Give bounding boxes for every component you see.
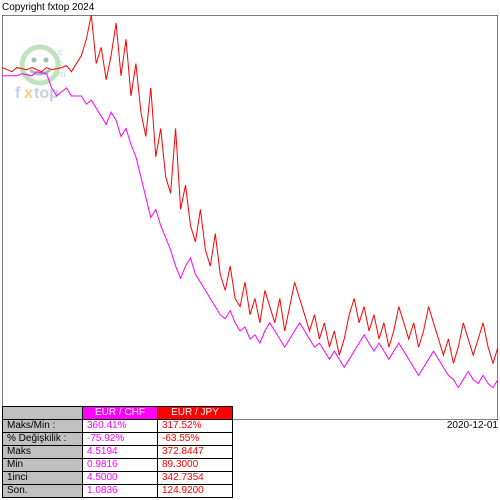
table-header-row: EUR / CHF EUR / JPY xyxy=(3,407,233,420)
row-value-a: 360.41% xyxy=(83,420,158,433)
row-value-b: -63.55% xyxy=(158,433,233,446)
series-line xyxy=(2,72,498,388)
row-label: % Değişkilik : xyxy=(3,433,83,446)
row-value-a: -75.92% xyxy=(83,433,158,446)
row-value-b: 89.3000 xyxy=(158,459,233,472)
chart-area xyxy=(2,15,498,420)
row-label: Min xyxy=(3,459,83,472)
row-value-b: 317.52% xyxy=(158,420,233,433)
row-label: 1inci xyxy=(3,472,83,485)
date-end: 2020-12-01 xyxy=(447,420,498,431)
row-label: Son. xyxy=(3,485,83,498)
row-label: Maks/Min : xyxy=(3,420,83,433)
copyright-text: Copyright fxtop 2024 xyxy=(2,2,94,13)
table-row: 1inci4.5000342.7354 xyxy=(3,472,233,485)
table-row: Maks4.5194372.8447 xyxy=(3,446,233,459)
row-value-b: 342.7354 xyxy=(158,472,233,485)
header-empty xyxy=(3,407,83,420)
header-series-a: EUR / CHF xyxy=(83,407,158,420)
series-line xyxy=(2,15,498,363)
row-value-b: 372.8447 xyxy=(158,446,233,459)
stats-table: EUR / CHF EUR / JPY Maks/Min :360.41%317… xyxy=(2,406,233,498)
row-value-a: 1.0836 xyxy=(83,485,158,498)
table-row: % Değişkilik :-75.92%-63.55% xyxy=(3,433,233,446)
row-value-a: 4.5194 xyxy=(83,446,158,459)
row-value-b: 124.9200 xyxy=(158,485,233,498)
table-row: Maks/Min :360.41%317.52% xyxy=(3,420,233,433)
row-value-a: 0.9816 xyxy=(83,459,158,472)
row-value-a: 4.5000 xyxy=(83,472,158,485)
table-row: Min0.981689.3000 xyxy=(3,459,233,472)
table-row: Son.1.0836124.9200 xyxy=(3,485,233,498)
header-series-b: EUR / JPY xyxy=(158,407,233,420)
row-label: Maks xyxy=(3,446,83,459)
